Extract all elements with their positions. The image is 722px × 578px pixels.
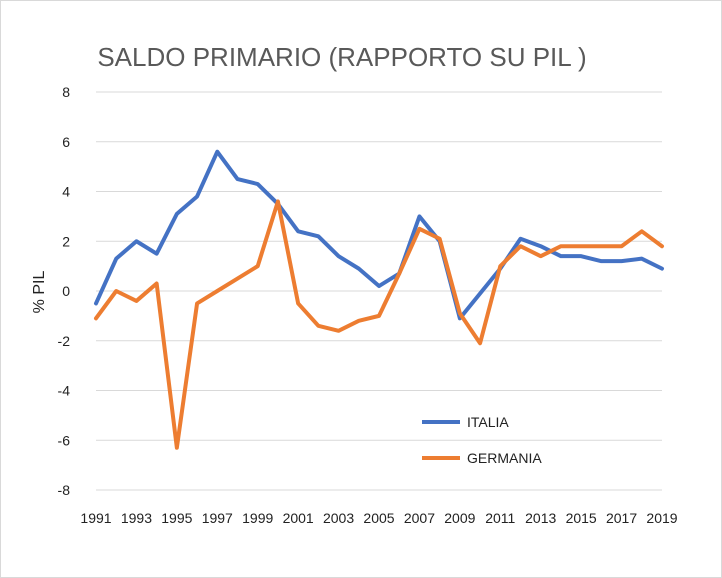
x-tick-label: 1999 <box>242 510 273 526</box>
y-tick-label: 2 <box>62 233 70 249</box>
series-line-italia <box>94 149 664 321</box>
x-tick-label: 2019 <box>646 510 677 526</box>
x-tick-label: 1995 <box>161 510 192 526</box>
series-line-germania <box>94 199 664 450</box>
y-tick-label: 8 <box>62 84 70 100</box>
y-tick-label: -4 <box>58 383 71 399</box>
series-lines <box>94 149 664 450</box>
legend-label: GERMANIA <box>467 450 542 466</box>
y-tick-label: 4 <box>62 184 70 200</box>
x-tick-label: 2001 <box>283 510 314 526</box>
y-tick-label: -6 <box>58 432 71 448</box>
y-tick-label: 0 <box>62 283 70 299</box>
y-tick-label: 6 <box>62 134 70 150</box>
x-tick-label: 1997 <box>202 510 233 526</box>
x-tick-label: 2017 <box>606 510 637 526</box>
x-tick-label: 2013 <box>525 510 556 526</box>
x-tick-label: 2005 <box>363 510 394 526</box>
grid-lines <box>96 91 662 491</box>
y-tick-labels: 8 6 4 2 0 -2 -4 -6 -8 <box>58 84 71 498</box>
x-tick-label: 2011 <box>485 510 515 526</box>
x-tick-label: 1993 <box>121 510 152 526</box>
x-tick-labels: 1991 1993 1995 1997 1999 2001 2003 2005 2007 2009… <box>80 510 677 526</box>
x-tick-label: 2003 <box>323 510 354 526</box>
y-axis-label: % PIL <box>31 271 48 314</box>
x-tick-label: 2015 <box>566 510 597 526</box>
legend-label: ITALIA <box>467 414 509 430</box>
chart-title: SALDO PRIMARIO (RAPPORTO SU PIL ) <box>97 42 586 72</box>
x-tick-label: 2007 <box>404 510 435 526</box>
legend: ITALIA GERMANIA <box>422 414 542 466</box>
x-tick-label: 1991 <box>80 510 111 526</box>
x-tick-label: 2009 <box>444 510 475 526</box>
y-tick-label: -8 <box>58 482 71 498</box>
y-tick-label: -2 <box>58 333 71 349</box>
